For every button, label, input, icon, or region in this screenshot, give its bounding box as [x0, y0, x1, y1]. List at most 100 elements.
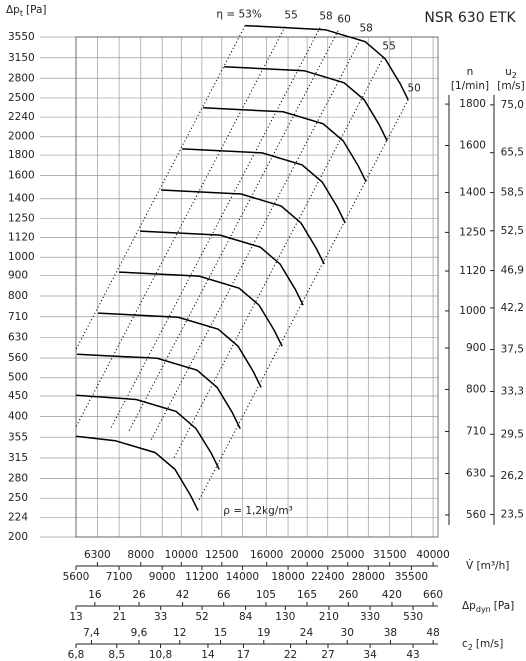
y2-tick-label: 1000	[459, 305, 486, 317]
efficiency-label: 55	[284, 10, 297, 22]
fan-curve	[119, 271, 283, 347]
x-tick-label: 260	[338, 589, 358, 601]
axis-title-sub: dyn	[476, 605, 491, 614]
x-tick-label: 38	[384, 627, 397, 639]
y-tick-label: 630	[8, 332, 28, 344]
y-tick-label: 224	[8, 511, 28, 523]
y-tick-label: 800	[8, 290, 28, 302]
efficiency-line	[127, 30, 339, 433]
fan-curve	[161, 189, 325, 265]
fan-curve	[75, 435, 199, 511]
axis-title-sub: t	[20, 9, 23, 18]
y2-tick-label: 42,2	[501, 302, 524, 314]
x-tick-label: 14	[201, 649, 215, 661]
axis-title: c2 [m/s]	[462, 638, 503, 652]
x-tick-label: 9,6	[131, 627, 148, 639]
y2-tick-label: 800	[466, 383, 486, 395]
x-tick-label: 6,8	[68, 649, 85, 661]
y2-tick-label: 37,5	[501, 344, 524, 356]
x-tick-label: 22400	[311, 571, 344, 583]
chart-title: NSR 630 ETK	[424, 10, 516, 26]
x-tick-label: 660	[423, 589, 443, 601]
fan-curve	[203, 107, 367, 183]
y-tick-label: 3550	[8, 31, 35, 43]
x-tick-label: 165	[297, 589, 317, 601]
efficiency-label: 55	[382, 41, 395, 53]
annotation: ρ = 1,2kg/m³	[223, 505, 293, 517]
efficiency-line	[197, 99, 409, 502]
y-tick-label: 2800	[8, 72, 35, 84]
x-tick-label: 28000	[352, 571, 385, 583]
y2-tick-label: 58,5	[501, 187, 524, 199]
y2-tick-label: 46,9	[501, 265, 524, 277]
x-tick-label: 7,4	[83, 627, 100, 639]
y2-tick-label: 1400	[459, 187, 486, 199]
x-tick-label: 9000	[149, 571, 176, 583]
y2-tick-label: 1120	[459, 265, 486, 277]
y2-tick-label: 33,3	[501, 385, 524, 397]
x-tick-label: 31500	[373, 549, 406, 561]
x-tick-label: 35500	[395, 571, 428, 583]
axis-title-text: u	[505, 66, 512, 78]
x-tick-label: 22	[284, 649, 297, 661]
y-tick-label: 1000	[8, 251, 35, 263]
efficiency-label: 58	[359, 23, 372, 35]
y-tick-label: 2000	[8, 131, 35, 143]
fan-curve	[140, 230, 304, 306]
x-tick-label: 16000	[250, 549, 283, 561]
y-tick-label: 400	[8, 411, 28, 423]
y-tick-label: 355	[8, 431, 28, 443]
x-tick-label: 10,8	[149, 649, 172, 661]
x-tick-label: 105	[256, 589, 276, 601]
x-tick-label: 12	[173, 627, 186, 639]
x-tick-label: 18000	[271, 571, 304, 583]
y-tick-label: 500	[8, 372, 28, 384]
x-tick-label: 24	[300, 627, 314, 639]
y2-tick-label: 1600	[459, 140, 486, 152]
x-tick-label: 52	[195, 611, 208, 623]
y-tick-label: 1600	[8, 170, 35, 182]
y-tick-label: 250	[8, 492, 28, 504]
axis-title: [m/s]	[497, 80, 524, 92]
efficiency-label: 58	[319, 11, 332, 23]
y2-tick-label: 630	[466, 468, 486, 480]
axis-title-text: c	[462, 638, 468, 650]
y2-tick-label: 52,5	[501, 225, 524, 237]
x-tick-label: 42	[176, 589, 189, 601]
axis-title: [1/min]	[451, 80, 489, 92]
axis-title: V̇ [m³/h]	[466, 559, 509, 572]
x-tick-label: 11200	[185, 571, 218, 583]
y-tick-label: 280	[8, 473, 28, 485]
efficiency-label: 50	[407, 83, 420, 95]
x-tick-label: 17	[237, 649, 250, 661]
x-tick-label: 8,5	[108, 649, 125, 661]
x-tick-label: 530	[403, 611, 423, 623]
efficiency-line	[172, 57, 384, 461]
axis-title: Δpt [Pa]	[6, 4, 47, 18]
efficiency-label: 60	[337, 14, 350, 26]
y2-tick-label: 26,2	[501, 470, 524, 482]
y2-tick-label: 65,5	[501, 147, 524, 159]
y-tick-label: 1120	[8, 232, 35, 244]
y-tick-label: 3150	[8, 52, 35, 64]
y2-tick-label: 1800	[459, 98, 486, 110]
axis-title-unit: [Pa]	[26, 4, 47, 16]
axis-title-sub: 2	[512, 71, 517, 80]
y-tick-label: 560	[8, 352, 28, 364]
x-tick-label: 21	[113, 611, 126, 623]
axis-title: Δpdyn [Pa]	[462, 600, 514, 614]
y-tick-label: 200	[8, 531, 28, 543]
fan-curve	[224, 65, 388, 142]
y2-tick-label: 29,5	[501, 428, 524, 440]
axis-title-text: Δp	[6, 4, 20, 16]
y2-tick-label: 75,0	[501, 99, 524, 111]
x-tick-label: 130	[275, 611, 295, 623]
axis-title: u2	[505, 66, 517, 80]
x-tick-label: 10000	[165, 549, 198, 561]
axis-title-unit: [m/s]	[476, 638, 503, 650]
x-tick-label: 5600	[63, 571, 90, 583]
y2-tick-label: 710	[466, 425, 486, 437]
x-tick-label: 66	[217, 589, 231, 601]
